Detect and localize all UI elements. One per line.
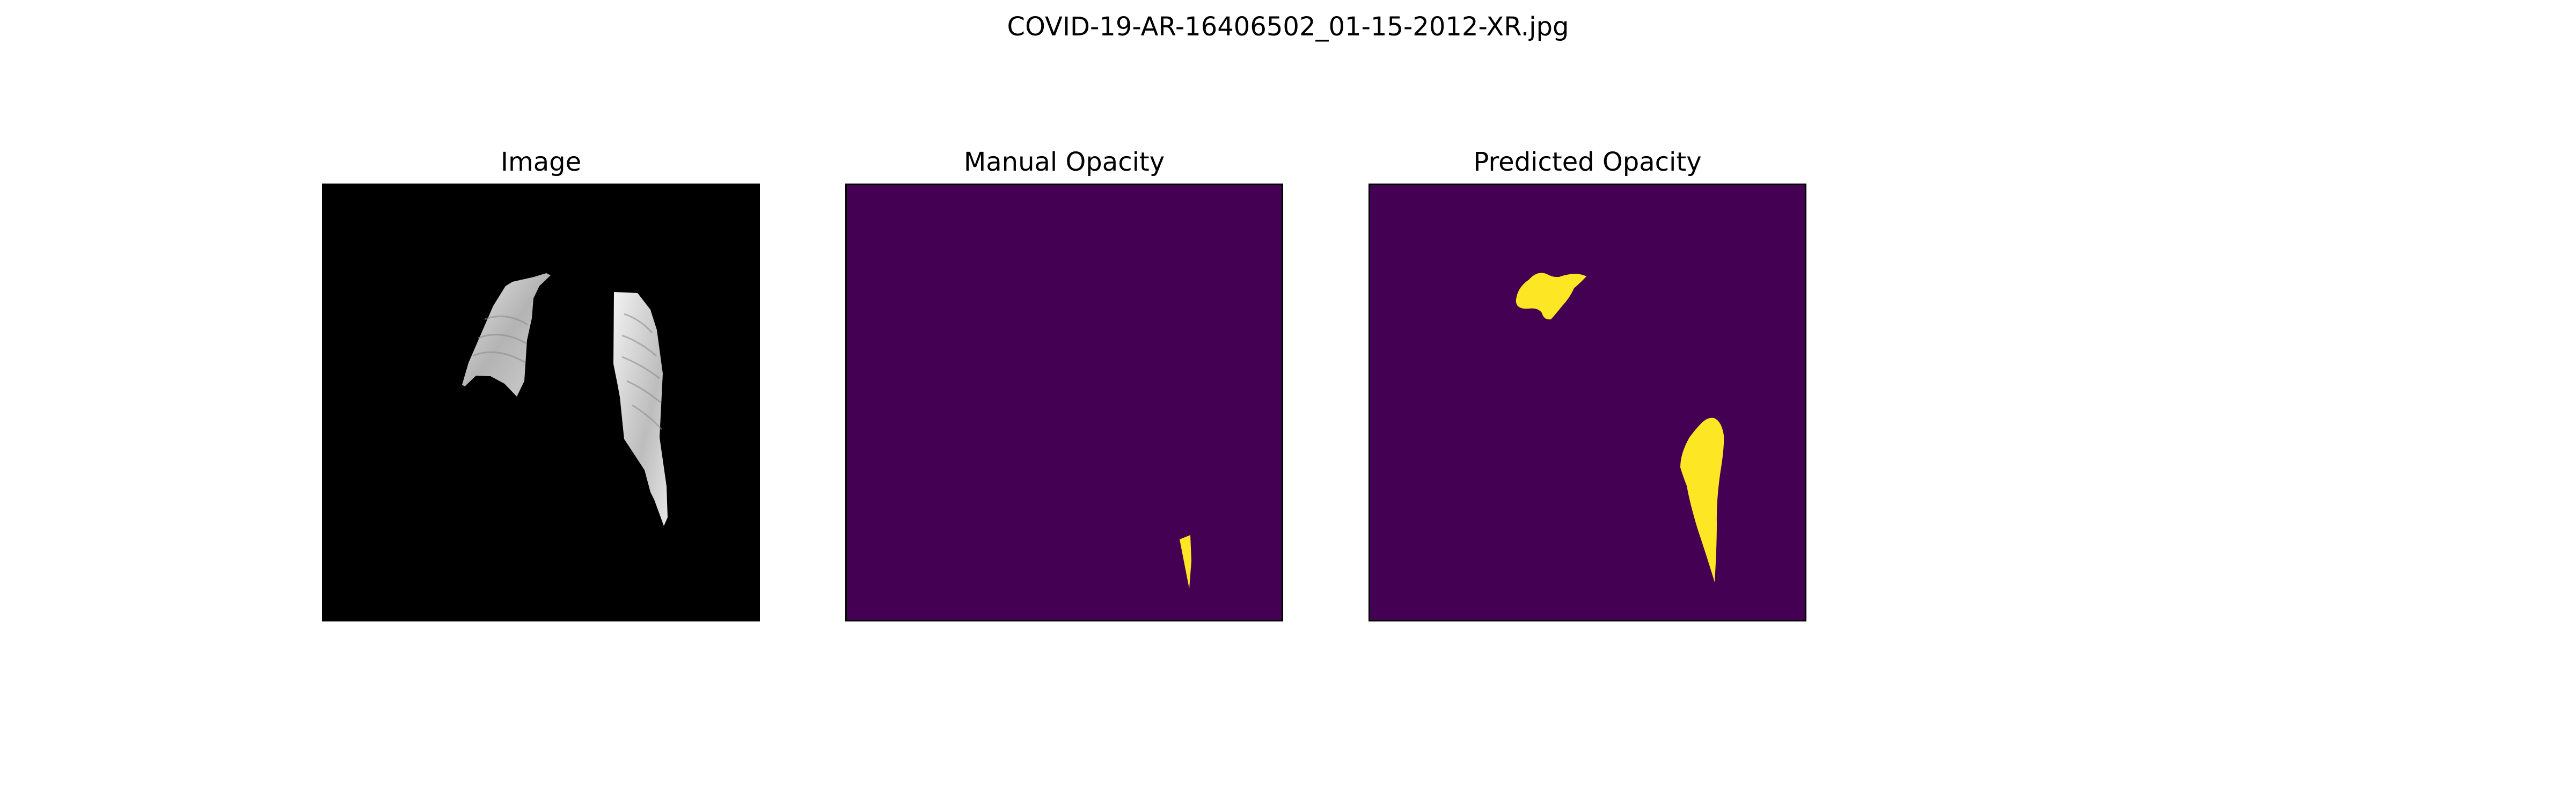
predicted-opacity-region-upper <box>1516 273 1586 320</box>
xray-image <box>462 273 668 526</box>
panel-title-image: Image <box>500 147 582 177</box>
predicted-mask-image <box>1516 273 1724 582</box>
lung-right-shape <box>613 292 668 526</box>
panel-title-predicted: Predicted Opacity <box>1473 147 1702 177</box>
manual-opacity-region <box>1180 535 1191 589</box>
predicted-opacity-panel <box>1368 184 1806 621</box>
predicted-opacity-region-lower <box>1680 418 1724 582</box>
panel-title-manual: Manual Opacity <box>963 147 1165 177</box>
manual-mask-image <box>1180 535 1191 589</box>
image-panel <box>322 184 760 621</box>
manual-opacity-panel <box>845 184 1283 621</box>
rib-texture <box>472 313 663 430</box>
figure-suptitle: COVID-19-AR-16406502_01-15-2012-XR.jpg <box>1007 12 1569 42</box>
